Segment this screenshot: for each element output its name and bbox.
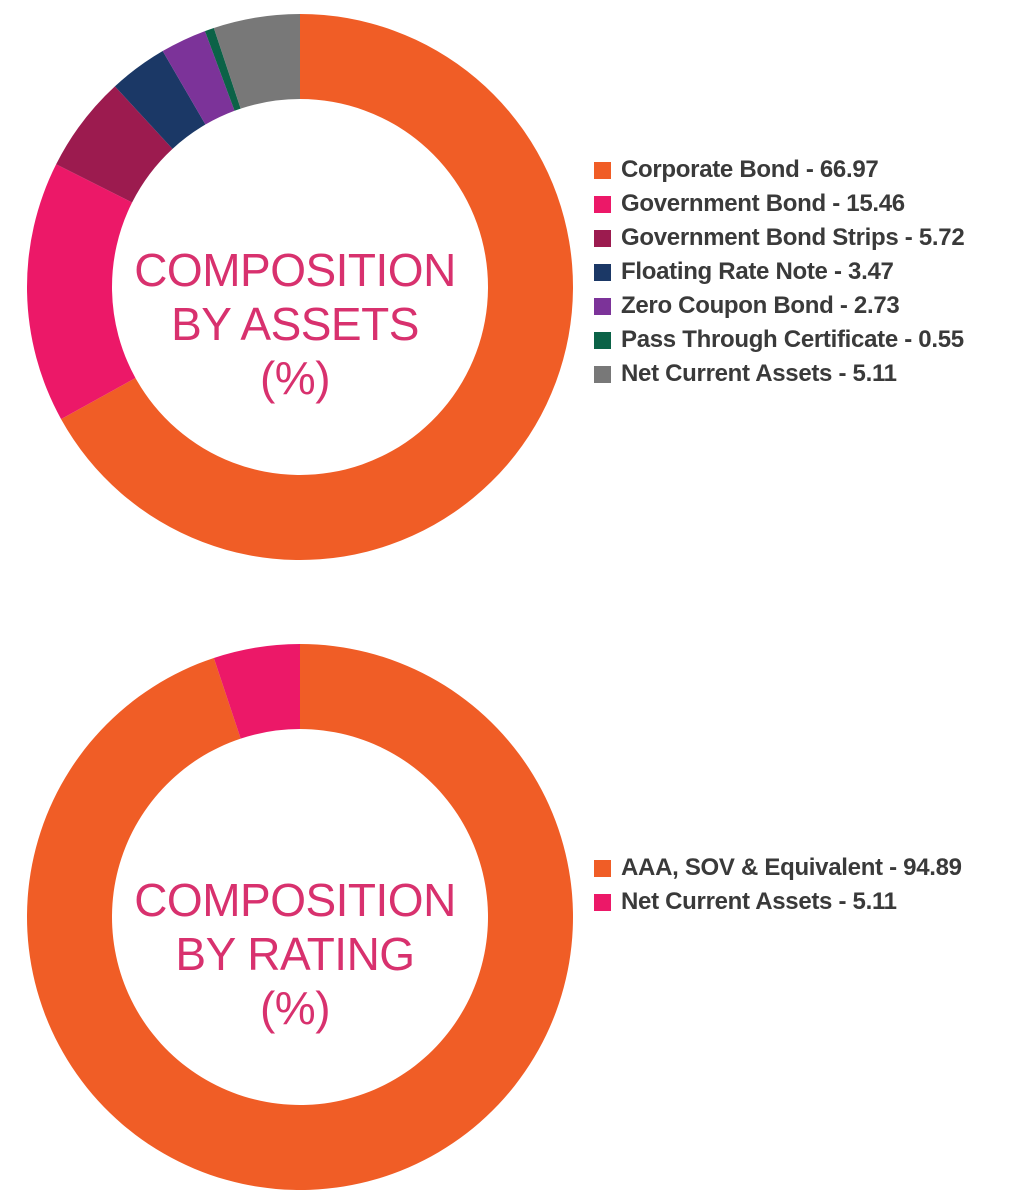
legend-item: Floating Rate Note - 3.47 (594, 255, 964, 289)
donut-slice (56, 86, 173, 203)
rating-composition-chart: COMPOSITION BY RATING (%) AAA, SOV & Equ… (0, 630, 1033, 1201)
donut-slice (114, 51, 206, 149)
legend-swatch (594, 860, 611, 877)
legend-item: Zero Coupon Bond - 2.73 (594, 289, 964, 323)
legend-label: Pass Through Certificate - 0.55 (621, 326, 964, 353)
assets-donut (26, 14, 574, 560)
legend-label: Government Bond - 15.46 (621, 190, 905, 217)
legend-swatch (594, 196, 611, 213)
rating-donut (26, 644, 573, 1190)
legend-label: Net Current Assets - 5.11 (621, 360, 897, 387)
donut-slice (162, 31, 235, 125)
rating-title-line-1: COMPOSITION (134, 874, 456, 926)
assets-title-line-3: (%) (259, 352, 331, 404)
assets-title-line-1: COMPOSITION (134, 244, 456, 296)
legend-label: Government Bond Strips - 5.72 (621, 224, 965, 251)
legend-swatch (594, 162, 611, 179)
rating-chart-title: COMPOSITION BY RATING (%) (105, 873, 485, 1035)
legend-item: Government Bond - 15.46 (594, 187, 964, 221)
donut-slice (61, 14, 574, 560)
legend-label: Zero Coupon Bond - 2.73 (621, 292, 900, 319)
donut-slice (213, 14, 300, 109)
legend-swatch (594, 230, 611, 247)
rating-title-line-2: BY RATING (175, 928, 415, 980)
donut-slice (26, 164, 136, 420)
legend-item: Government Bond Strips - 5.72 (594, 221, 965, 255)
legend-item: Net Current Assets - 5.11 (594, 357, 964, 391)
rating-title-line-3: (%) (259, 982, 331, 1034)
legend-swatch (594, 332, 611, 349)
legend-label: Net Current Assets - 5.11 (621, 888, 897, 915)
legend-item: Corporate Bond - 66.97 (594, 153, 964, 187)
legend-item: AAA, SOV & Equivalent - 94.89 (594, 851, 981, 885)
legend-item: Net Current Assets - 5.11 (594, 885, 981, 919)
legend-swatch (594, 264, 611, 281)
donut-slice (26, 644, 573, 1190)
assets-chart-title: COMPOSITION BY ASSETS (%) (105, 243, 485, 405)
legend-label: Floating Rate Note - 3.47 (621, 258, 894, 285)
rating-legend: AAA, SOV & Equivalent - 94.89 Net Curren… (594, 851, 981, 919)
legend-swatch (594, 298, 611, 315)
legend-swatch (594, 366, 611, 383)
assets-legend: Corporate Bond - 66.97 Government Bond -… (594, 153, 965, 391)
legend-label: AAA, SOV & Equivalent - 94.89 (621, 854, 962, 881)
donut-slice (204, 27, 241, 111)
legend-label: Corporate Bond - 66.97 (621, 156, 879, 183)
legend-item: Pass Through Certificate - 0.55 (594, 323, 964, 357)
donut-slice (213, 644, 300, 739)
legend-swatch (594, 894, 611, 911)
assets-title-line-2: BY ASSETS (171, 298, 419, 350)
assets-composition-chart: COMPOSITION BY ASSETS (%) Corporate Bond… (0, 0, 1033, 580)
